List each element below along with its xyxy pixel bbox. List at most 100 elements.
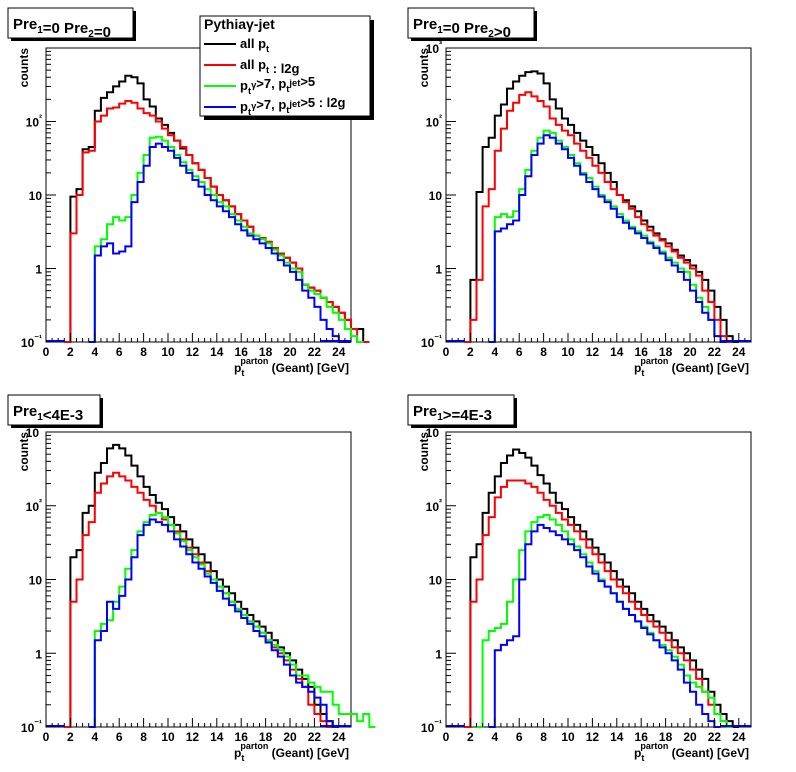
plot-frame [45,431,352,728]
histogram-series-2 [464,479,733,728]
x-tick-label: 20 [283,730,297,744]
x-tick-label: 8 [140,730,147,744]
y-tick-label: 10⁻¹ [421,718,442,735]
histogram-series-4 [488,523,721,728]
x-tick-label: 14 [210,345,224,359]
x-axis-label: ptparton (Geant) [GeV] [234,741,349,763]
x-tick-label: 20 [683,345,697,359]
histogram-series-2 [64,100,370,343]
title-box [7,7,134,39]
x-tick-label: 0 [443,730,450,744]
x-tick-label: 10 [561,345,575,359]
histogram-series-3 [488,129,727,343]
x-tick-label: 18 [659,730,673,744]
histogram-series-4 [88,518,339,728]
x-tick-label: 18 [659,345,673,359]
panel-bottom-right: 02468101214161820222410⁻¹11010²10³ptpart… [407,394,752,763]
legend-entry: ptγ>7, ptjet>5 : l2g [240,95,346,117]
x-tick-label: 22 [308,345,322,359]
y-tick-label: 10³ [426,39,442,56]
histogram-series-4 [88,142,351,343]
x-tick-label: 16 [235,730,249,744]
legend-title: Pythiaγ-jet [204,16,275,32]
x-tick-label: 18 [259,730,273,744]
y-tick-label: 1 [35,647,42,661]
y-tick-label: 10⁻¹ [21,333,42,350]
y-tick-label: 10² [26,113,42,130]
x-tick-label: 14 [610,345,624,359]
x-tick-label: 4 [91,345,98,359]
x-tick-label: 24 [732,345,746,359]
x-tick-label: 14 [610,730,624,744]
title-box [407,7,535,39]
x-tick-label: 22 [708,730,722,744]
legend-entry: all pt : l2g [240,57,300,76]
histogram-series-1 [64,443,339,728]
panel-title: Pre1<4E-3 [13,403,83,424]
x-tick-label: 0 [43,730,50,744]
x-tick-label: 0 [443,345,450,359]
histogram-series-4 [488,134,727,343]
y-tick-label: 10² [26,497,42,514]
y-tick-label: 10 [429,574,443,588]
x-tick-label: 10 [161,730,175,744]
y-tick-label: 10 [29,189,43,203]
x-tick-label: 12 [586,345,600,359]
x-tick-label: 6 [516,730,523,744]
x-axis-label: ptparton (Geant) [GeV] [634,741,749,763]
x-tick-label: 4 [491,345,498,359]
x-tick-label: 24 [332,730,346,744]
panel-title: Pre1=0 Pre2=0 [13,16,111,41]
x-tick-label: 16 [635,345,649,359]
x-axis-label: ptparton (Geant) [GeV] [234,356,349,378]
y-axis-label: counts [417,48,431,88]
x-tick-label: 2 [67,730,74,744]
x-tick-label: 4 [491,730,498,744]
x-tick-label: 20 [283,345,297,359]
x-tick-label: 12 [186,345,200,359]
x-tick-label: 2 [467,730,474,744]
y-axis-label: counts [17,432,31,472]
legend-entry: ptγ>7, ptjet>5 [240,74,315,96]
x-tick-label: 2 [67,345,74,359]
x-tick-label: 6 [116,345,123,359]
x-tick-label: 10 [561,730,575,744]
x-tick-label: 6 [116,730,123,744]
y-axis-label: counts [17,48,31,88]
x-tick-label: 16 [635,730,649,744]
histogram-series-2 [464,91,733,343]
panel-title: Pre1=0 Pre2>0 [413,16,511,41]
y-tick-label: 1 [35,263,42,277]
panel-bottom-left: 02468101214161820222410⁻¹11010²10³ptpart… [7,394,376,763]
y-tick-label: 10 [29,574,43,588]
legend-entry: all pt [240,36,269,54]
title-box [407,394,515,426]
x-tick-label: 8 [540,345,547,359]
x-tick-label: 12 [186,730,200,744]
x-tick-label: 24 [332,345,346,359]
histogram-series-1 [464,448,739,728]
x-tick-label: 8 [140,345,147,359]
y-tick-label: 10² [426,497,442,514]
x-tick-label: 6 [516,345,523,359]
x-tick-label: 8 [540,730,547,744]
x-tick-label: 18 [259,345,273,359]
histogram-series-3 [88,511,376,728]
x-tick-label: 16 [235,345,249,359]
x-tick-label: 24 [732,730,746,744]
x-tick-label: 0 [43,345,50,359]
histogram-series-1 [464,70,739,343]
y-axis-label: counts [417,432,431,472]
title-box [7,394,101,426]
x-tick-label: 10 [161,345,175,359]
y-tick-label: 10 [429,189,443,203]
x-axis-label: ptparton (Geant) [GeV] [634,356,749,378]
x-tick-label: 20 [683,730,697,744]
y-tick-label: 1 [435,647,442,661]
panel-title: Pre1>=4E-3 [413,403,492,424]
y-tick-label: 1 [435,263,442,277]
x-tick-label: 2 [467,345,474,359]
